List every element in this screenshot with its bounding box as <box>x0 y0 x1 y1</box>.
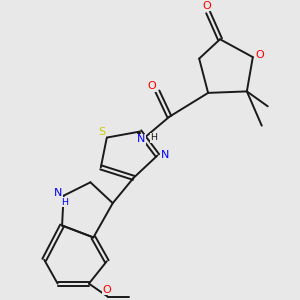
Text: O: O <box>148 81 157 91</box>
Text: H: H <box>61 198 68 207</box>
Text: O: O <box>202 1 211 11</box>
Text: H: H <box>150 133 157 142</box>
Text: N: N <box>137 134 145 144</box>
Text: S: S <box>98 127 105 137</box>
Text: O: O <box>255 50 264 60</box>
Text: O: O <box>102 285 111 295</box>
Text: N: N <box>54 188 62 198</box>
Text: N: N <box>161 151 169 160</box>
